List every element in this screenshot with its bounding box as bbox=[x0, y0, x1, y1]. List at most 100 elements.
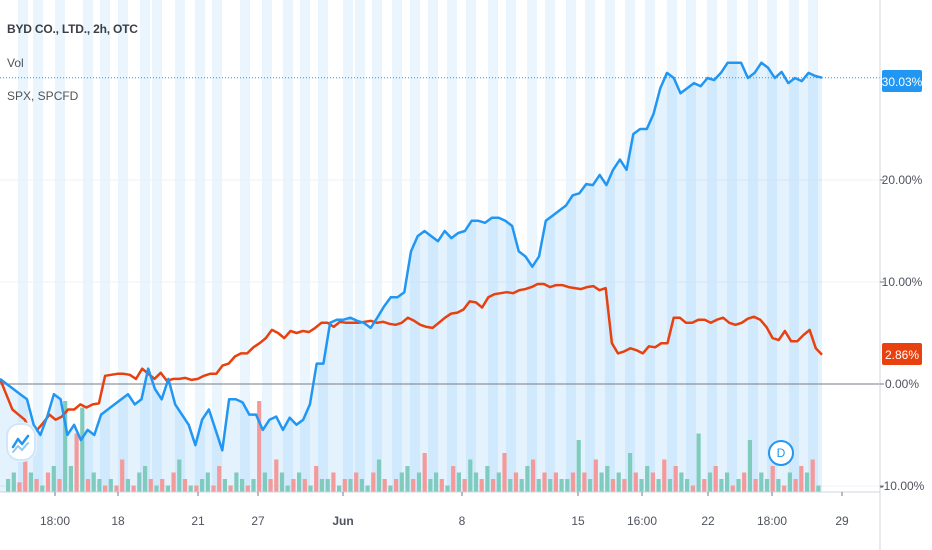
session-band bbox=[55, 0, 65, 492]
volume-bar bbox=[696, 433, 701, 492]
volume-bar bbox=[91, 472, 96, 492]
volume-bar bbox=[456, 472, 461, 492]
volume-bar bbox=[787, 472, 792, 492]
main-series-line bbox=[0, 61, 823, 452]
volume-bar bbox=[11, 472, 16, 492]
volume-bar bbox=[354, 472, 359, 492]
volume-bar bbox=[262, 472, 267, 492]
volume-legend[interactable]: Vol bbox=[7, 56, 24, 70]
volume-bar bbox=[416, 472, 422, 492]
session-band bbox=[545, 0, 555, 492]
volume-bar bbox=[405, 466, 410, 492]
time-scale[interactable]: 18:00 18 21 27 Jun 8 15 16:00 22 18:00 29 bbox=[40, 492, 849, 528]
volume-bar bbox=[314, 466, 319, 492]
volume-bar bbox=[165, 485, 170, 492]
volume-bar bbox=[690, 485, 695, 492]
volume-bar bbox=[34, 479, 39, 492]
volume-bar bbox=[194, 485, 199, 492]
volume-bars bbox=[6, 401, 821, 493]
volume-bar bbox=[114, 485, 119, 492]
x-tick-label: 18:00 bbox=[757, 514, 787, 528]
session-band bbox=[727, 0, 737, 492]
volume-bar bbox=[399, 472, 404, 492]
volume-bar bbox=[736, 479, 741, 492]
volume-bar bbox=[473, 472, 479, 492]
volume-bar bbox=[650, 472, 655, 492]
volume-bar bbox=[810, 459, 815, 492]
session-band bbox=[748, 0, 758, 492]
volume-bar bbox=[325, 479, 330, 492]
session-band bbox=[283, 0, 293, 492]
volume-bar bbox=[725, 472, 730, 492]
volume-bar bbox=[685, 479, 690, 492]
volume-bar bbox=[662, 459, 667, 492]
volume-bar bbox=[576, 440, 581, 492]
volume-bar bbox=[40, 485, 45, 492]
volume-bar bbox=[359, 479, 364, 492]
volume-bar bbox=[605, 466, 610, 492]
session-band bbox=[767, 0, 777, 492]
volume-bar bbox=[348, 479, 353, 492]
volume-bar bbox=[422, 453, 427, 492]
session-band bbox=[195, 0, 205, 492]
x-tick-label: 16:00 bbox=[627, 514, 657, 528]
main-series-area bbox=[0, 62, 822, 492]
x-tick-label: 8 bbox=[459, 514, 466, 528]
price-scale[interactable]: 20.00% 10.00% 0.00% -10.00% bbox=[880, 173, 925, 493]
volume-bar bbox=[120, 459, 125, 492]
volume-bar bbox=[770, 466, 775, 492]
volume-bar bbox=[291, 479, 296, 492]
compare-legend[interactable]: SPX, SPCFD bbox=[7, 89, 79, 103]
volume-bar bbox=[188, 485, 193, 492]
volume-bar bbox=[496, 472, 501, 492]
session-band bbox=[372, 0, 382, 492]
volume-bar bbox=[240, 479, 245, 492]
volume-bar bbox=[365, 485, 370, 492]
session-band bbox=[808, 0, 818, 492]
volume-bar bbox=[622, 479, 627, 492]
volume-bar bbox=[519, 479, 524, 492]
volume-bar bbox=[759, 472, 764, 492]
volume-bar bbox=[451, 466, 456, 492]
volume-bar bbox=[108, 479, 113, 492]
session-band bbox=[707, 0, 717, 492]
session-band bbox=[240, 0, 250, 492]
session-band bbox=[83, 0, 93, 492]
volume-bar bbox=[553, 472, 558, 492]
volume-bar bbox=[222, 479, 227, 492]
volume-bar bbox=[217, 466, 222, 492]
volume-bar bbox=[85, 479, 91, 492]
volume-bar bbox=[439, 479, 444, 492]
dividend-marker-icon[interactable]: D bbox=[768, 440, 794, 466]
tradingview-logo-icon[interactable] bbox=[6, 423, 36, 461]
volume-bar bbox=[331, 472, 336, 492]
volume-bar bbox=[667, 479, 673, 492]
session-band bbox=[466, 0, 476, 492]
volume-bar bbox=[542, 472, 547, 492]
volume-bar bbox=[799, 466, 804, 492]
volume-bar bbox=[679, 472, 684, 492]
volume-bar bbox=[251, 479, 256, 492]
session-band bbox=[100, 0, 110, 492]
volume-bar bbox=[639, 479, 644, 492]
volume-bar bbox=[610, 479, 616, 492]
volume-bar bbox=[279, 472, 285, 492]
main-last-value-text: 30.03% bbox=[882, 75, 923, 89]
volume-bar bbox=[376, 459, 382, 492]
volume-bar bbox=[468, 459, 473, 492]
volume-bar bbox=[342, 479, 347, 492]
volume-bar bbox=[513, 472, 519, 492]
volume-bar bbox=[131, 485, 136, 492]
volume-bar bbox=[673, 466, 678, 492]
volume-bar bbox=[234, 472, 239, 492]
session-band bbox=[410, 0, 420, 492]
x-tick-label: 15 bbox=[571, 514, 585, 528]
symbol-title[interactable]: BYD CO., LTD., 2h, OTC bbox=[7, 22, 138, 36]
session-band bbox=[488, 0, 498, 492]
session-band bbox=[343, 0, 353, 492]
volume-bar bbox=[764, 479, 770, 492]
volume-bar bbox=[382, 479, 387, 492]
volume-bar bbox=[23, 453, 28, 492]
session-band bbox=[318, 0, 328, 492]
